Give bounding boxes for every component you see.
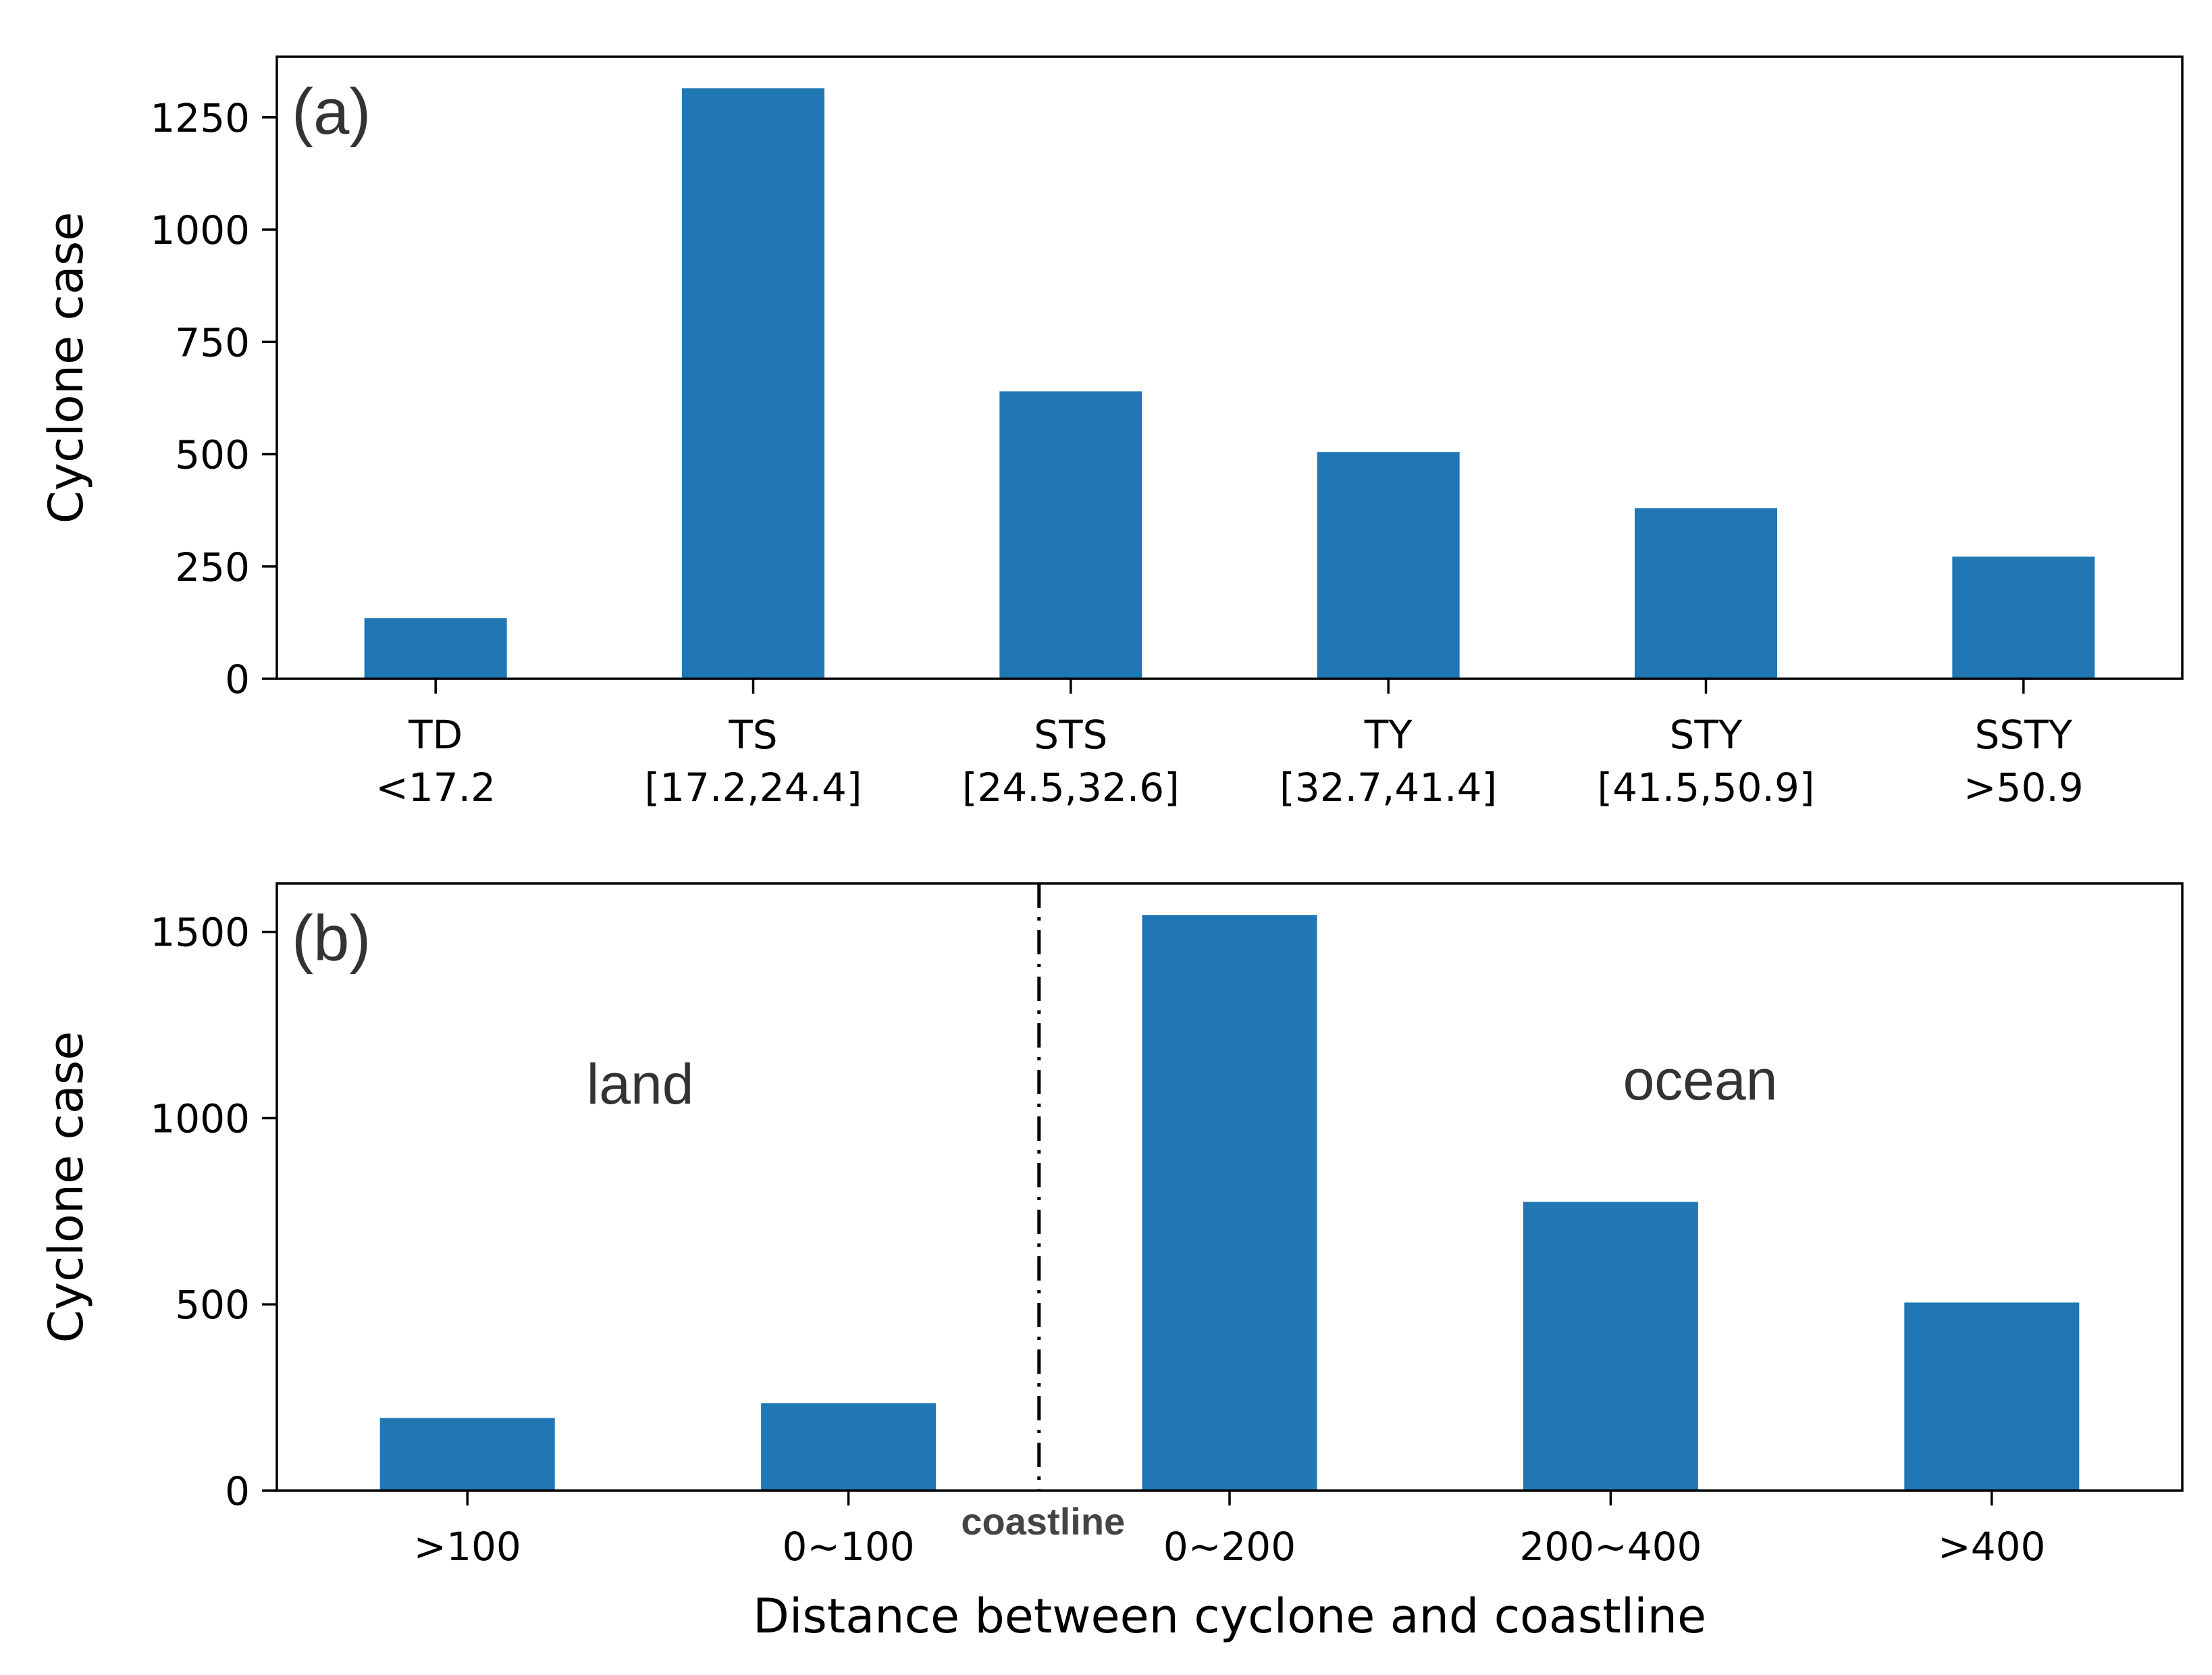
ytick-label-b: 1000 xyxy=(150,1096,250,1141)
ytick-label-a: 750 xyxy=(175,319,250,365)
xtick-label-a: STS xyxy=(1034,712,1107,758)
bar-a-1 xyxy=(364,618,507,679)
coastline-label: coastline xyxy=(961,1500,1125,1543)
bar-a-6 xyxy=(1952,557,2095,679)
xtick-label-b: 200~400 xyxy=(1519,1524,1702,1570)
xtick-label-b: >100 xyxy=(414,1524,521,1570)
ytick-label-b: 1500 xyxy=(150,910,250,956)
xtick-label-a: [32.7,41.4] xyxy=(1280,765,1497,810)
ytick-label-a: 0 xyxy=(225,656,250,702)
bar-b-1 xyxy=(379,1418,555,1491)
panel-label-a: (a) xyxy=(292,76,371,148)
bar-b-5 xyxy=(1904,1302,2080,1491)
xtick-label-a: TS xyxy=(728,712,777,758)
bar-a-5 xyxy=(1635,508,1777,679)
bar-b-2 xyxy=(761,1403,937,1491)
xtick-label-a: >50.9 xyxy=(1964,765,2084,810)
x-axis-title-b: Distance between cyclone and coastline xyxy=(753,1589,1706,1644)
xtick-label-a: [24.5,32.6] xyxy=(962,765,1180,810)
ytick-label-a: 500 xyxy=(175,432,250,478)
xtick-label-a: [17.2,24.4] xyxy=(645,765,862,810)
xtick-label-a: STY xyxy=(1670,712,1743,758)
xtick-label-b: 0~200 xyxy=(1163,1524,1296,1570)
xtick-label-a: [41.5,50.9] xyxy=(1598,765,1815,810)
panel-label-b: (b) xyxy=(292,902,371,975)
ytick-label-b: 500 xyxy=(175,1282,250,1328)
bar-a-4 xyxy=(1317,452,1460,679)
ytick-label-a: 250 xyxy=(175,544,250,590)
ocean-label: ocean xyxy=(1623,1048,1778,1112)
panel-b-chart: 0 500 1000 1500 >100 0~100 0~200 200~400 >400 Cyc… xyxy=(38,882,2184,1644)
land-label: land xyxy=(587,1052,694,1116)
xtick-label-a: SSTY xyxy=(1975,712,2073,758)
xtick-label-b: 0~100 xyxy=(782,1524,914,1570)
bar-a-3 xyxy=(999,391,1142,679)
panel-a-chart: 0 250 500 750 1000 1250 TD <17.2 TS [17.2,24.4] ST… xyxy=(38,55,2184,810)
ytick-label-a: 1250 xyxy=(150,95,250,141)
xtick-label-a: TD xyxy=(408,712,463,758)
xtick-label-a: <17.2 xyxy=(375,765,496,810)
y-axis-title-b: Cyclone case xyxy=(38,1031,94,1343)
xtick-label-a: TY xyxy=(1364,712,1413,758)
bar-b-3 xyxy=(1142,914,1317,1491)
xtick-label-b: >400 xyxy=(1938,1524,2045,1570)
bar-a-2 xyxy=(682,88,824,679)
ytick-label-a: 1000 xyxy=(150,207,250,253)
axes-frame-a xyxy=(275,55,2184,680)
y-axis-title-a: Cyclone case xyxy=(38,212,94,524)
bar-b-4 xyxy=(1523,1202,1698,1491)
ytick-label-b: 0 xyxy=(225,1468,250,1514)
